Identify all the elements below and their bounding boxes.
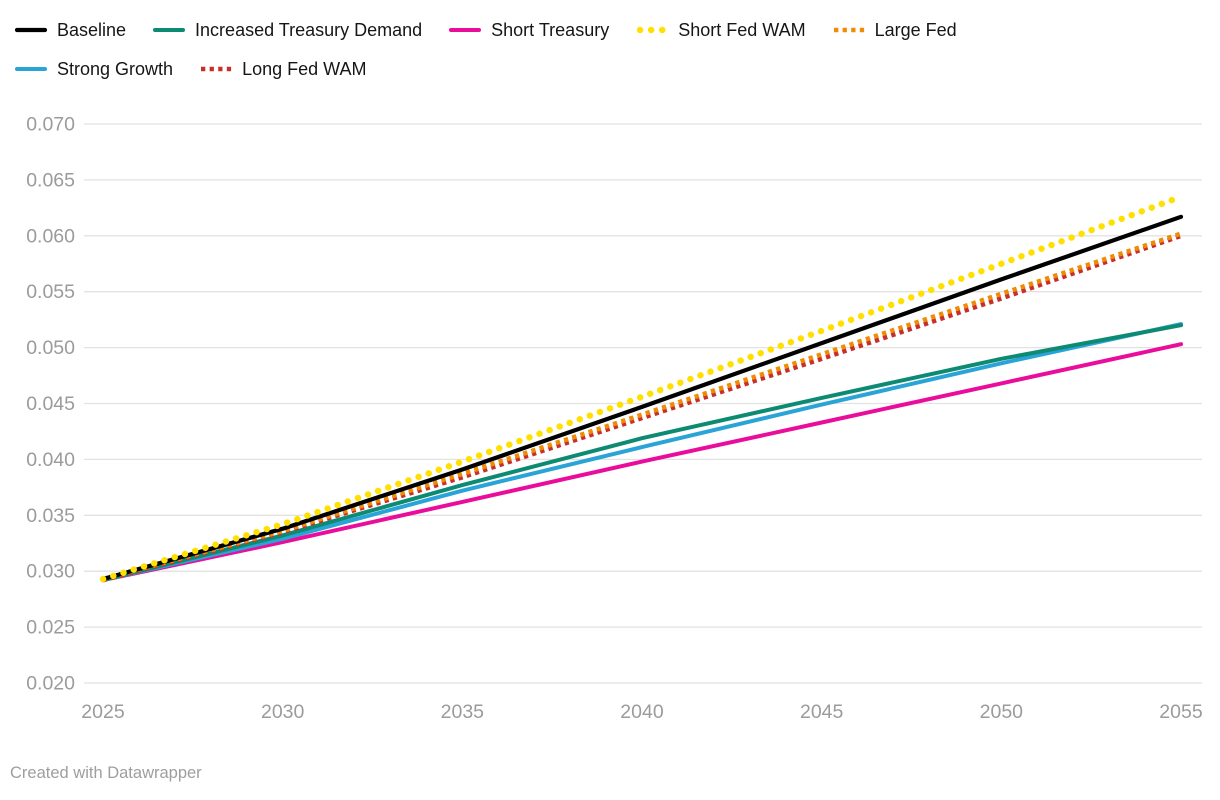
x-tick-label: 2045 bbox=[800, 701, 844, 723]
legend-swatch-icon-short-treasury bbox=[449, 28, 482, 32]
series-line-baseline bbox=[100, 214, 1184, 582]
line-chart: 0.020 0.025 0.030 0.035 0.040 0.045 0.050 0.055… bbox=[26, 114, 1203, 724]
x-tick-label: 2055 bbox=[1159, 701, 1203, 723]
legend-label: Increased Treasury Demand bbox=[195, 20, 423, 40]
legend-item-increased-treasury-demand: Increased Treasury Demand bbox=[152, 18, 422, 42]
legend-swatch-icon-strong-growth bbox=[15, 67, 47, 71]
legend-label: Short Treasury bbox=[491, 20, 610, 40]
x-tick-label: 2050 bbox=[980, 701, 1024, 723]
legend-label: Long Fed WAM bbox=[242, 59, 367, 79]
legend-swatch-icon-increased-treasury-demand bbox=[153, 28, 186, 32]
y-tick-label: 0.055 bbox=[26, 281, 75, 303]
y-tick-label: 0.070 bbox=[26, 114, 75, 136]
legend-label: Strong Growth bbox=[57, 59, 174, 79]
x-tick-label: 2030 bbox=[261, 701, 305, 723]
x-tick-label: 2025 bbox=[81, 701, 125, 723]
legend-row-1: Baseline Increased Treasury Demand Short T… bbox=[14, 18, 1204, 42]
x-tick-label: 2040 bbox=[620, 701, 664, 723]
legend-item-large-fed: Large Fed bbox=[832, 18, 957, 42]
legend-swatch-icon-short-fed-wam bbox=[637, 26, 668, 34]
legend-item-long-fed-wam: Long Fed WAM bbox=[199, 57, 366, 81]
legend: Baseline Increased Treasury Demand Short T… bbox=[14, 18, 1204, 81]
legend-swatch-icon-long-fed-wam bbox=[201, 66, 233, 72]
y-tick-label: 0.065 bbox=[26, 169, 75, 191]
y-tick-label: 0.030 bbox=[26, 561, 75, 583]
y-tick-label: 0.035 bbox=[26, 505, 75, 527]
legend-label: Large Fed bbox=[874, 20, 957, 40]
y-tick-label: 0.050 bbox=[26, 337, 75, 359]
legend-swatch-icon-large-fed bbox=[833, 27, 865, 33]
series-line-strong-growth bbox=[101, 322, 1183, 583]
series-line-long-fed-wam bbox=[102, 233, 1182, 583]
legend-item-strong-growth: Strong Growth bbox=[14, 57, 173, 81]
y-tick-label: 0.040 bbox=[26, 449, 75, 471]
y-tick-label: 0.025 bbox=[26, 617, 75, 639]
series-line-increased-treasury-demand bbox=[101, 323, 1183, 583]
datawrapper-credit-link[interactable]: Created with Datawrapper bbox=[10, 764, 202, 782]
series-line-short-fed-wam bbox=[99, 193, 1185, 583]
legend-item-short-fed-wam: Short Fed WAM bbox=[635, 18, 806, 42]
legend-swatch-icon-baseline bbox=[14, 27, 48, 33]
legend-item-short-treasury: Short Treasury bbox=[448, 18, 609, 42]
y-tick-label: 0.045 bbox=[26, 393, 75, 415]
legend-label: Baseline bbox=[57, 20, 127, 40]
legend-item-baseline: Baseline bbox=[14, 18, 126, 42]
series-line-short-treasury bbox=[101, 342, 1183, 583]
y-tick-label: 0.060 bbox=[26, 225, 75, 247]
x-tick-label: 2035 bbox=[441, 701, 485, 723]
legend-label: Short Fed WAM bbox=[678, 20, 806, 40]
legend-row-2: Strong Growth Long Fed WAM bbox=[14, 57, 1204, 81]
y-tick-label: 0.020 bbox=[26, 673, 75, 695]
